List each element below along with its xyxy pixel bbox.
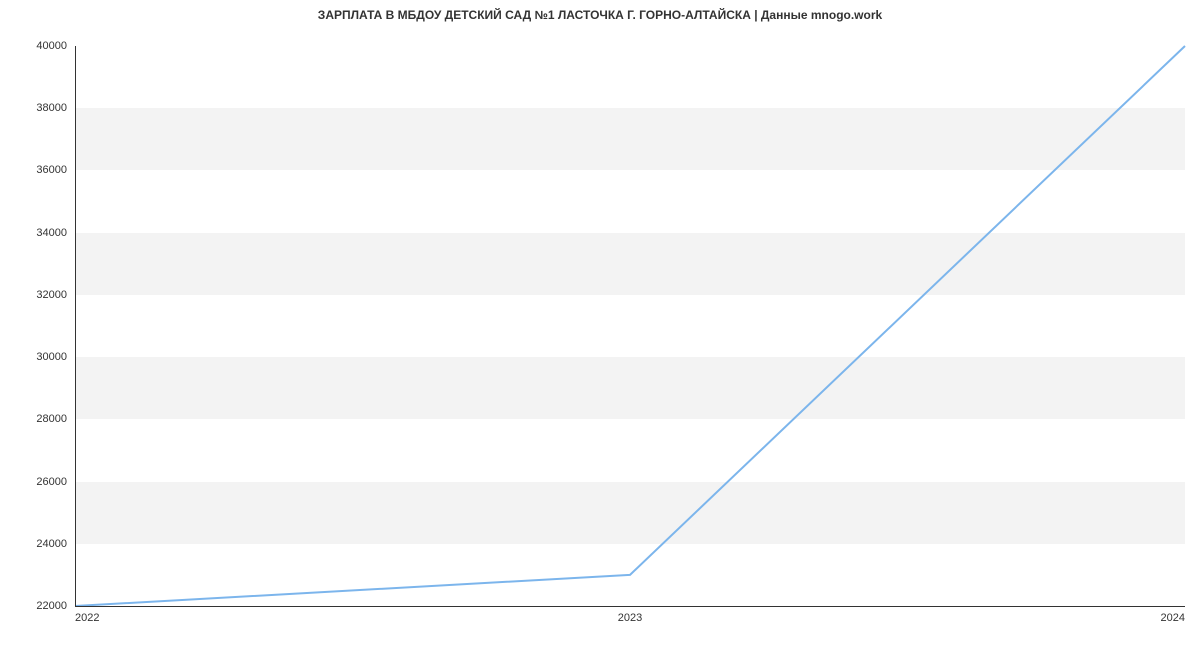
x-tick-label: 2023 [618,612,642,624]
y-axis-line [75,46,76,606]
y-tick-label: 28000 [36,413,67,425]
salary-line-chart: ЗАРПЛАТА В МБДОУ ДЕТСКИЙ САД №1 ЛАСТОЧКА… [0,0,1200,650]
y-tick-label: 40000 [36,40,67,52]
x-axis-line [75,606,1185,607]
chart-title: ЗАРПЛАТА В МБДОУ ДЕТСКИЙ САД №1 ЛАСТОЧКА… [0,8,1200,22]
y-tick-label: 22000 [36,600,67,612]
y-tick-label: 32000 [36,289,67,301]
y-tick-label: 26000 [36,476,67,488]
y-tick-label: 30000 [36,351,67,363]
y-tick-label: 38000 [36,102,67,114]
y-tick-label: 24000 [36,538,67,550]
plot-area: 2200024000260002800030000320003400036000… [75,46,1185,606]
y-tick-label: 34000 [36,227,67,239]
y-tick-label: 36000 [36,164,67,176]
x-tick-label: 2024 [1161,612,1185,624]
x-tick-label: 2022 [75,612,99,624]
series-line [75,46,1185,606]
